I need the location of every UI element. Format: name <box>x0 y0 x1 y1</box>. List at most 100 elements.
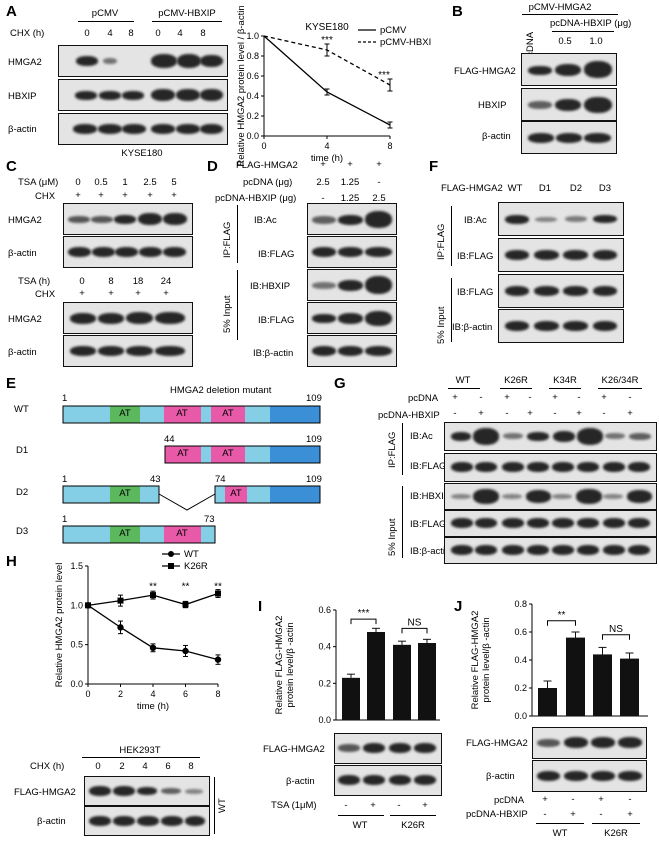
timepoint: 8 <box>188 761 194 772</box>
data-point <box>182 647 189 655</box>
legend-label: pCMV-HBXIP <box>380 37 432 48</box>
group-line <box>390 815 436 816</box>
row-label: FLAG-HMGA2 <box>263 744 325 755</box>
significance: *** <box>321 35 333 46</box>
plus-sign: + <box>79 288 85 299</box>
cond-value: + <box>627 809 633 820</box>
y-tick-label: 1.0 <box>246 31 259 41</box>
residue-number: 73 <box>204 514 215 525</box>
data-point <box>215 590 221 597</box>
col-label: WT <box>507 183 523 194</box>
row-label: β-actin <box>8 248 37 259</box>
bar <box>620 658 639 716</box>
cond-label: pcDNA-HBXIP <box>466 809 528 820</box>
col-label: D1 <box>538 183 552 194</box>
cond-value: 8 <box>108 276 114 287</box>
group-label: K26R <box>504 375 528 386</box>
cond-value: + <box>422 800 428 811</box>
cond-label: TSA (h) <box>18 276 51 287</box>
legend-label: K26R <box>184 561 208 572</box>
at-label: AT <box>176 528 188 539</box>
western-blot <box>58 45 228 77</box>
panel-label-d: D <box>207 158 218 175</box>
construct-name: D3 <box>16 526 29 537</box>
residue-number: 44 <box>164 434 175 445</box>
legend-marker <box>168 563 174 569</box>
group-line <box>592 823 640 824</box>
cond-value: + <box>320 159 326 170</box>
cond-value: + <box>376 159 382 170</box>
western-blot <box>444 537 657 564</box>
y-tick-label: 0.2 <box>246 111 259 121</box>
significance: ** <box>149 582 157 593</box>
plus-sign: + <box>98 190 104 201</box>
cond-value: - <box>602 408 606 419</box>
group-line <box>598 388 642 389</box>
bar <box>538 688 557 716</box>
residue-number: 1 <box>62 514 68 525</box>
row-label: IB:FLAG <box>457 287 494 298</box>
data-point <box>149 644 157 652</box>
western-blot <box>521 88 617 121</box>
residue-number: 109 <box>306 393 322 404</box>
cond-value: - <box>553 408 557 419</box>
group-line <box>522 14 618 15</box>
at-hook-2 <box>164 406 201 423</box>
row-label: β-actin <box>482 131 511 142</box>
bar <box>593 654 612 716</box>
panel-label-j: J <box>454 598 463 615</box>
y-tick-label: 0.0 <box>514 711 527 721</box>
significance-bracket <box>350 618 377 625</box>
dose: 1.0 <box>589 36 603 47</box>
western-blot <box>498 309 624 343</box>
at-hook-1 <box>110 406 140 423</box>
western-blot <box>63 302 193 334</box>
y-tick-label: 0.0 <box>70 679 83 689</box>
row-label: IB:FLAG <box>410 519 447 530</box>
construct-name: D2 <box>16 487 29 498</box>
cond-value: - <box>571 794 575 805</box>
y-axis-label: protein level/β -actin <box>285 622 296 707</box>
row-label: IB:Ac <box>410 431 433 442</box>
western-blot <box>63 236 193 268</box>
y-tick-label: 0.4 <box>318 642 331 652</box>
western-blot <box>498 274 624 308</box>
western-blot <box>532 727 647 759</box>
y-tick-label: 0.6 <box>514 627 527 637</box>
group-label: pCMV-HBXIP <box>158 8 216 19</box>
residue-number: 43 <box>150 474 161 485</box>
input-label: 5% Input <box>436 306 447 345</box>
cond-value: 1 <box>122 177 128 188</box>
cond-value: 18 <box>132 276 144 287</box>
western-blot <box>307 302 397 334</box>
y-axis-label: Relative FLAG-HMGA2 <box>274 616 285 715</box>
row-label: IB:FLAG <box>258 315 295 326</box>
western-blot <box>63 335 193 367</box>
cond-label: TSA (μM) <box>18 177 59 188</box>
timepoint: 4 <box>107 28 113 39</box>
chart-h: 0.0 0.5 1.0 1.5 0 2 4 6 8 time (h) Relative HMGA2 … <box>54 549 222 712</box>
group-label: K34R <box>553 375 577 386</box>
plus-sign: + <box>108 288 114 299</box>
western-blot <box>444 510 657 537</box>
cond-label: FLAG-HMGA2 <box>441 183 503 194</box>
significance-bracket <box>602 634 630 640</box>
western-blot <box>307 236 397 268</box>
row-label: β-actin <box>37 816 66 827</box>
bracket-line <box>402 486 403 558</box>
input-label: 5% Input <box>222 295 233 334</box>
cond-value: - <box>628 794 632 805</box>
acidic-tail <box>270 406 320 423</box>
row-label: FLAG-HMGA2 <box>454 66 516 77</box>
at-label: AT <box>119 488 131 499</box>
y-axis-label: Relative HMGA2 protein level / β-actin <box>236 5 247 166</box>
y-tick-label: 0.0 <box>318 715 331 725</box>
cond-value: 0 <box>75 177 81 188</box>
row-label: FLAG-HMGA2 <box>466 738 528 749</box>
western-blot <box>521 121 617 154</box>
col-group-label: pcDNA-HBXIP (μg) <box>550 18 632 29</box>
timepoint: 2 <box>119 761 125 772</box>
cond-value: + <box>601 392 607 403</box>
group-label: pCMV <box>91 8 119 19</box>
cond-label: pcDNA-HBXIP <box>378 410 440 421</box>
